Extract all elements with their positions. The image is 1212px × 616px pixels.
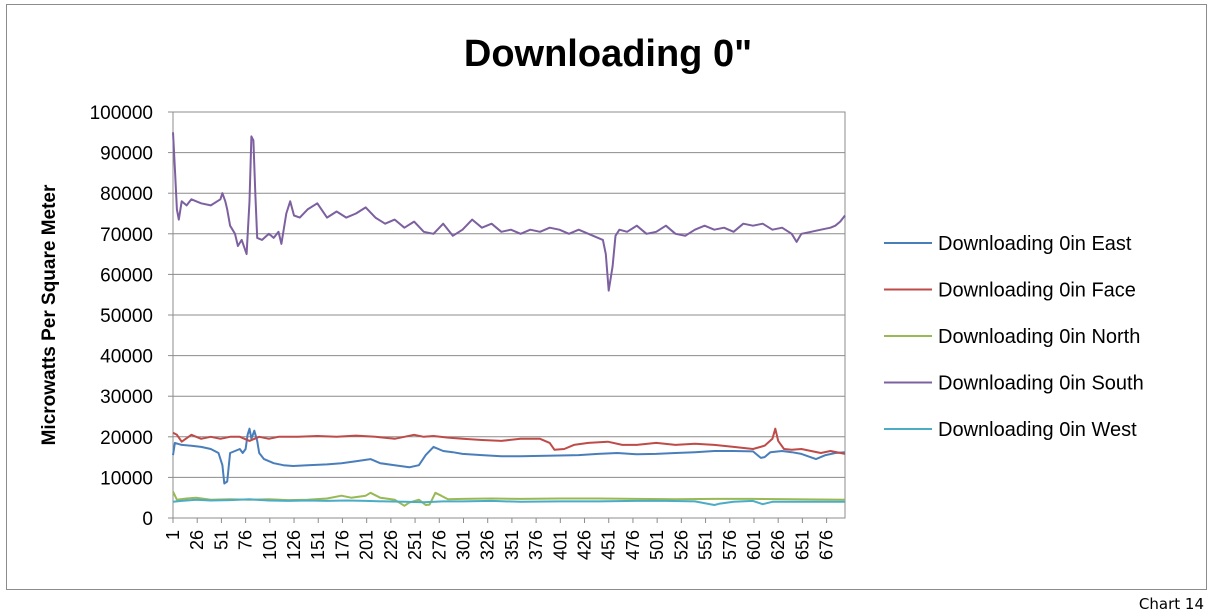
x-tick-label: 51 xyxy=(211,530,231,550)
x-tick-label: 276 xyxy=(429,530,449,560)
chart-frame: Downloading 0" 0 10000 20000 30000 40000 50000… xyxy=(6,4,1207,590)
x-tick-label: 451 xyxy=(599,530,619,560)
series-line-1 xyxy=(172,427,846,485)
x-tick-label: 251 xyxy=(405,530,425,560)
x-tick-label: 426 xyxy=(575,530,595,560)
chart-layer: Downloading 0" 0 10000 20000 30000 40000 50000… xyxy=(39,33,1144,560)
x-tick-label: 651 xyxy=(792,530,812,560)
x-tick-label: 676 xyxy=(817,530,837,560)
y-tick-label: 90000 xyxy=(100,144,153,165)
x-tick-label: 176 xyxy=(332,530,352,560)
y-tick-label: 60000 xyxy=(100,265,153,286)
y-tick-label: 40000 xyxy=(100,347,153,368)
legend-label-2: Downloading 0in Face xyxy=(938,280,1136,302)
y-tick-label: 10000 xyxy=(100,468,153,489)
x-tick-label: 76 xyxy=(236,530,256,550)
x-tick-label: 226 xyxy=(381,530,401,560)
y-tick-label: 30000 xyxy=(100,387,153,408)
legend-label-5: Downloading 0in West xyxy=(938,419,1137,441)
y-tick-label: 0 xyxy=(142,509,153,530)
x-tick-label: 351 xyxy=(502,530,522,560)
x-tick-label: 126 xyxy=(284,530,304,560)
legend-label-4: Downloading 0in South xyxy=(938,373,1144,395)
legend-label-1: Downloading 0in East xyxy=(938,233,1132,255)
x-tick-label: 201 xyxy=(357,530,377,560)
series-line-2 xyxy=(172,427,846,455)
x-tick-label: 476 xyxy=(623,530,643,560)
y-axis-label: Microwatts Per Square Meter xyxy=(39,184,60,445)
series-line-4 xyxy=(172,132,846,292)
line-chart: Downloading 0" 0 10000 20000 30000 40000 50000… xyxy=(39,33,1144,560)
chart-title: Downloading 0" xyxy=(464,33,752,75)
y-tick-label: 20000 xyxy=(100,428,153,449)
y-tick-label: 100000 xyxy=(90,103,153,124)
x-tick-label: 301 xyxy=(453,530,473,560)
y-tick-label: 70000 xyxy=(100,225,153,246)
x-tick-label: 601 xyxy=(744,530,764,560)
x-tick-label: 626 xyxy=(768,530,788,560)
x-tick-label: 376 xyxy=(526,530,546,560)
x-tick-label: 526 xyxy=(671,530,691,560)
x-tick-label: 1 xyxy=(163,530,183,540)
chart-caption: Chart 14 xyxy=(1138,595,1204,613)
legend-label-3: Downloading 0in North xyxy=(938,326,1140,348)
y-tick-label: 80000 xyxy=(100,184,153,205)
x-tick-label: 576 xyxy=(720,530,740,560)
x-tick-label: 26 xyxy=(187,530,207,550)
x-tick-label: 326 xyxy=(478,530,498,560)
x-tick-label: 551 xyxy=(696,530,716,560)
x-tick-label: 401 xyxy=(550,530,570,560)
x-tick-label: 151 xyxy=(308,530,328,560)
y-tick-label: 50000 xyxy=(100,306,153,327)
x-tick-label: 101 xyxy=(260,530,280,560)
x-tick-label: 501 xyxy=(647,530,667,560)
series-line-5 xyxy=(172,498,845,506)
